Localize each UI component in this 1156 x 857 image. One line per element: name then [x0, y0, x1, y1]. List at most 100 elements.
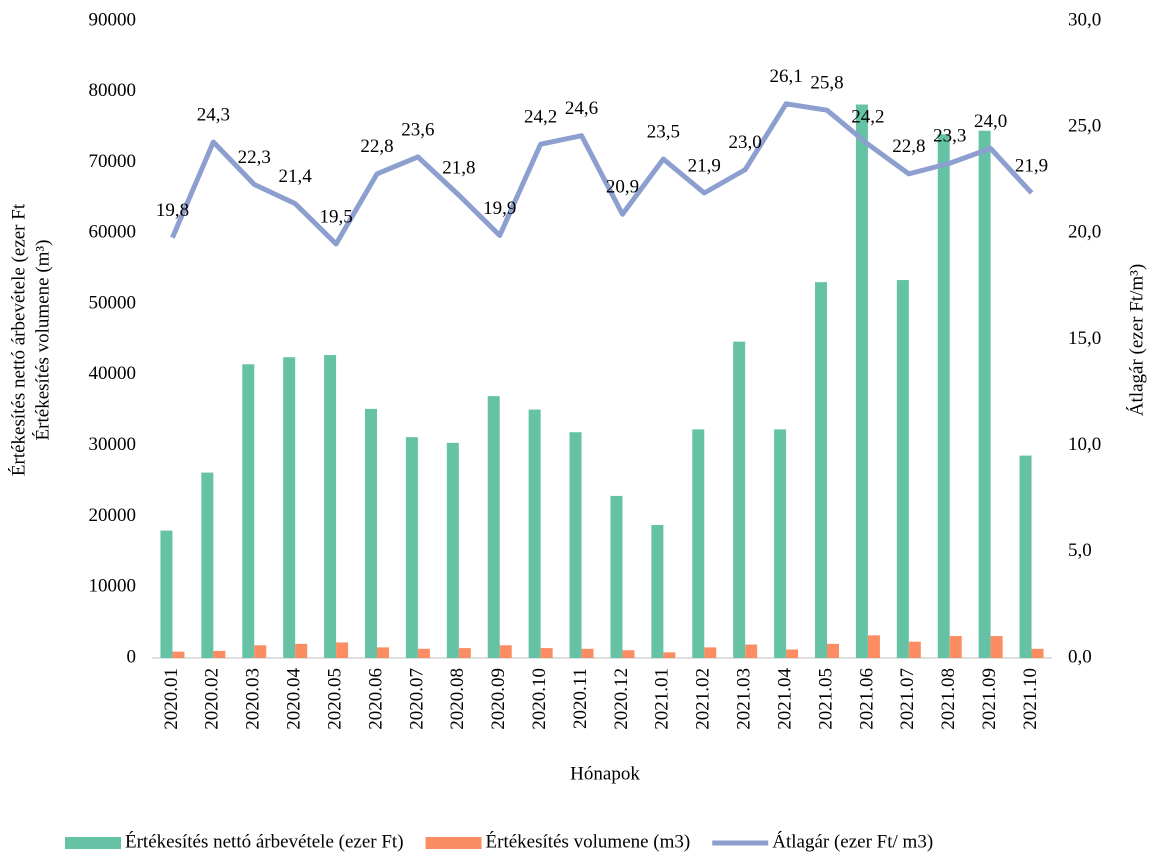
y-tick-label: 80000: [89, 80, 137, 101]
data-label: 21,9: [688, 155, 721, 176]
x-tick-label: 2020.12: [611, 668, 632, 730]
y2-tick-label: 10,0: [1068, 434, 1101, 455]
data-label: 26,1: [769, 66, 802, 87]
bar: [528, 409, 541, 658]
bar: [446, 442, 459, 658]
x-tick-label: 2020.06: [365, 668, 386, 730]
x-tick-label: 2021.09: [979, 668, 1000, 730]
y-tick-label: 30000: [89, 434, 137, 455]
data-label: 24,3: [197, 104, 230, 125]
data-label: 23,5: [647, 121, 680, 142]
bar: [254, 645, 267, 658]
bar: [990, 636, 1003, 658]
bar: [896, 280, 909, 658]
bar: [745, 644, 758, 658]
data-label: 21,8: [442, 157, 475, 178]
data-label: 20,9: [606, 177, 639, 198]
data-label: 23,6: [401, 119, 434, 140]
data-label: 24,6: [565, 98, 598, 119]
x-axis-title: Hónapok: [570, 763, 640, 784]
data-label: 19,5: [319, 206, 352, 227]
bar: [458, 648, 471, 658]
y2-tick-label: 20,0: [1068, 222, 1101, 243]
bar: [540, 648, 553, 658]
bar: [610, 495, 623, 658]
y-tick-label: 50000: [89, 292, 137, 313]
x-tick-label: 2020.04: [284, 668, 305, 730]
x-tick-label: 2020.03: [243, 668, 264, 730]
bar: [377, 647, 389, 658]
bar: [324, 355, 337, 658]
bar: [1019, 455, 1032, 658]
bar: [692, 429, 705, 658]
y-tick-label: 40000: [89, 363, 137, 384]
y-tick-label: 0: [127, 646, 137, 667]
y2-axis-title: Átlagár (ezer Ft/m³): [1125, 264, 1147, 416]
legend-label: Átlagár (ezer Ft/ m3): [772, 830, 933, 852]
legend-label: Értékesítés nettó árbevétele (ezer Ft): [125, 830, 404, 852]
y-tick-label: 90000: [89, 9, 137, 30]
bar: [172, 651, 185, 658]
bar: [242, 364, 255, 658]
legend-label: Értékesítés volumene (m3): [486, 830, 691, 852]
x-tick-label: 2021.04: [774, 668, 795, 730]
bar: [786, 649, 799, 658]
y-axis-title: Értékesítés nettó árbevétele (ezer Ft: [7, 203, 29, 476]
legend-swatch: [425, 837, 482, 849]
bar: [622, 650, 635, 658]
x-tick-label: 2021.07: [897, 668, 918, 730]
data-label: 23,0: [729, 132, 762, 153]
x-tick-label: 2020.02: [202, 668, 223, 730]
x-tick-label: 2021.02: [693, 668, 714, 730]
bar: [827, 643, 839, 658]
bar: [283, 357, 296, 658]
data-label: 25,8: [810, 73, 843, 94]
y2-tick-label: 25,0: [1068, 116, 1101, 137]
data-label: 22,8: [892, 136, 925, 157]
data-label: 24,2: [524, 107, 557, 128]
data-label: 21,4: [279, 166, 313, 187]
x-tick-label: 2021.05: [815, 668, 836, 730]
y-axis-title: Értékesítés volumene (m³): [31, 240, 53, 441]
bar: [405, 437, 418, 658]
bar: [365, 408, 377, 658]
x-tick-label: 2021.10: [1020, 668, 1041, 730]
bar: [651, 524, 664, 658]
bar: [201, 472, 214, 658]
bar: [581, 648, 594, 658]
bar: [733, 341, 746, 658]
bar: [499, 645, 512, 658]
y-tick-label: 10000: [89, 576, 137, 597]
x-tick-label: 2021.01: [652, 668, 673, 730]
bar: [1031, 648, 1044, 658]
line: [170, 101, 1034, 247]
x-tick-label: 2021.06: [856, 668, 877, 730]
data-label: 21,9: [1015, 155, 1048, 176]
x-tick-label: 2020.08: [447, 668, 468, 730]
bar: [213, 650, 226, 658]
bar: [417, 648, 430, 658]
y2-tick-label: 15,0: [1068, 328, 1101, 349]
bar: [855, 104, 868, 659]
legend-swatch: [65, 837, 121, 849]
y2-tick-label: 5,0: [1068, 540, 1092, 561]
bar: [160, 530, 173, 658]
x-tick-label: 2020.11: [570, 668, 591, 729]
x-tick-label: 2020.05: [324, 668, 345, 730]
data-label: 23,3: [933, 126, 966, 147]
y-tick-label: 20000: [89, 505, 137, 526]
bar: [978, 130, 991, 658]
data-label: 24,0: [974, 111, 1007, 132]
bar: [908, 641, 921, 658]
bar: [774, 429, 787, 658]
bar: [949, 636, 962, 658]
bar: [867, 635, 880, 658]
x-tick-label: 2020.01: [161, 668, 182, 730]
bar: [663, 652, 676, 658]
y-tick-label: 70000: [89, 151, 137, 172]
x-tick-label: 2021.08: [938, 668, 959, 730]
y-tick-label: 60000: [89, 222, 137, 243]
data-label: 19,9: [483, 198, 516, 219]
bar: [569, 432, 582, 658]
